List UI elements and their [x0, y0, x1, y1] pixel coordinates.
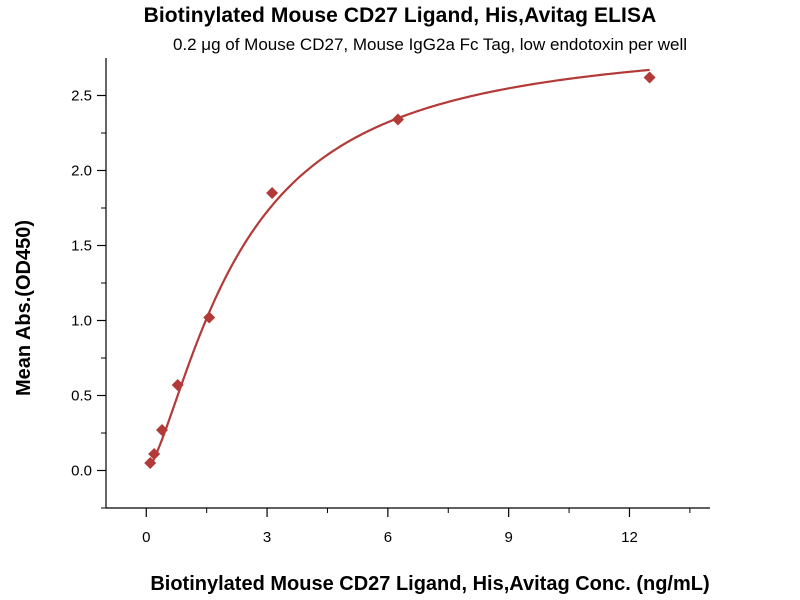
axes: 0 3 6 9 12 0.0 0.5 1.0 1.5 2.0 2.5: [71, 58, 710, 546]
y-tick-label: 2.5: [71, 88, 92, 105]
chart-subtitle: 0.2 μg of Mouse CD27, Mouse IgG2a Fc Tag…: [172, 35, 688, 54]
data-point: [144, 457, 157, 469]
y-tick-label: 1.5: [71, 238, 92, 255]
y-tick-label: 0.0: [71, 463, 92, 480]
x-tick-label: 0: [142, 529, 150, 546]
x-tick-label: 12: [621, 529, 638, 546]
fit-curve-layer: [149, 68, 650, 467]
y-tick-label: 1.0: [71, 313, 92, 330]
x-tick-label: 6: [384, 529, 392, 546]
data-point: [643, 71, 656, 84]
chart-title: Biotinylated Mouse CD27 Ligand, His,Avit…: [143, 4, 657, 27]
data-point: [391, 113, 404, 126]
data-point: [148, 448, 161, 460]
data-points-layer: [144, 71, 656, 469]
x-tick-label: 3: [263, 529, 271, 546]
x-axis-title: Biotinylated Mouse CD27 Ligand, His,Avit…: [150, 573, 709, 595]
y-axis-title: Mean Abs.(OD450): [13, 220, 35, 396]
y-tick-label: 2.0: [71, 163, 92, 180]
data-point: [203, 311, 216, 324]
data-point: [156, 424, 169, 436]
data-point: [171, 379, 184, 391]
fit-curve: [149, 68, 650, 467]
y-tick-label: 0.5: [71, 388, 92, 405]
data-point: [266, 187, 279, 199]
x-tick-label: 9: [504, 529, 512, 546]
